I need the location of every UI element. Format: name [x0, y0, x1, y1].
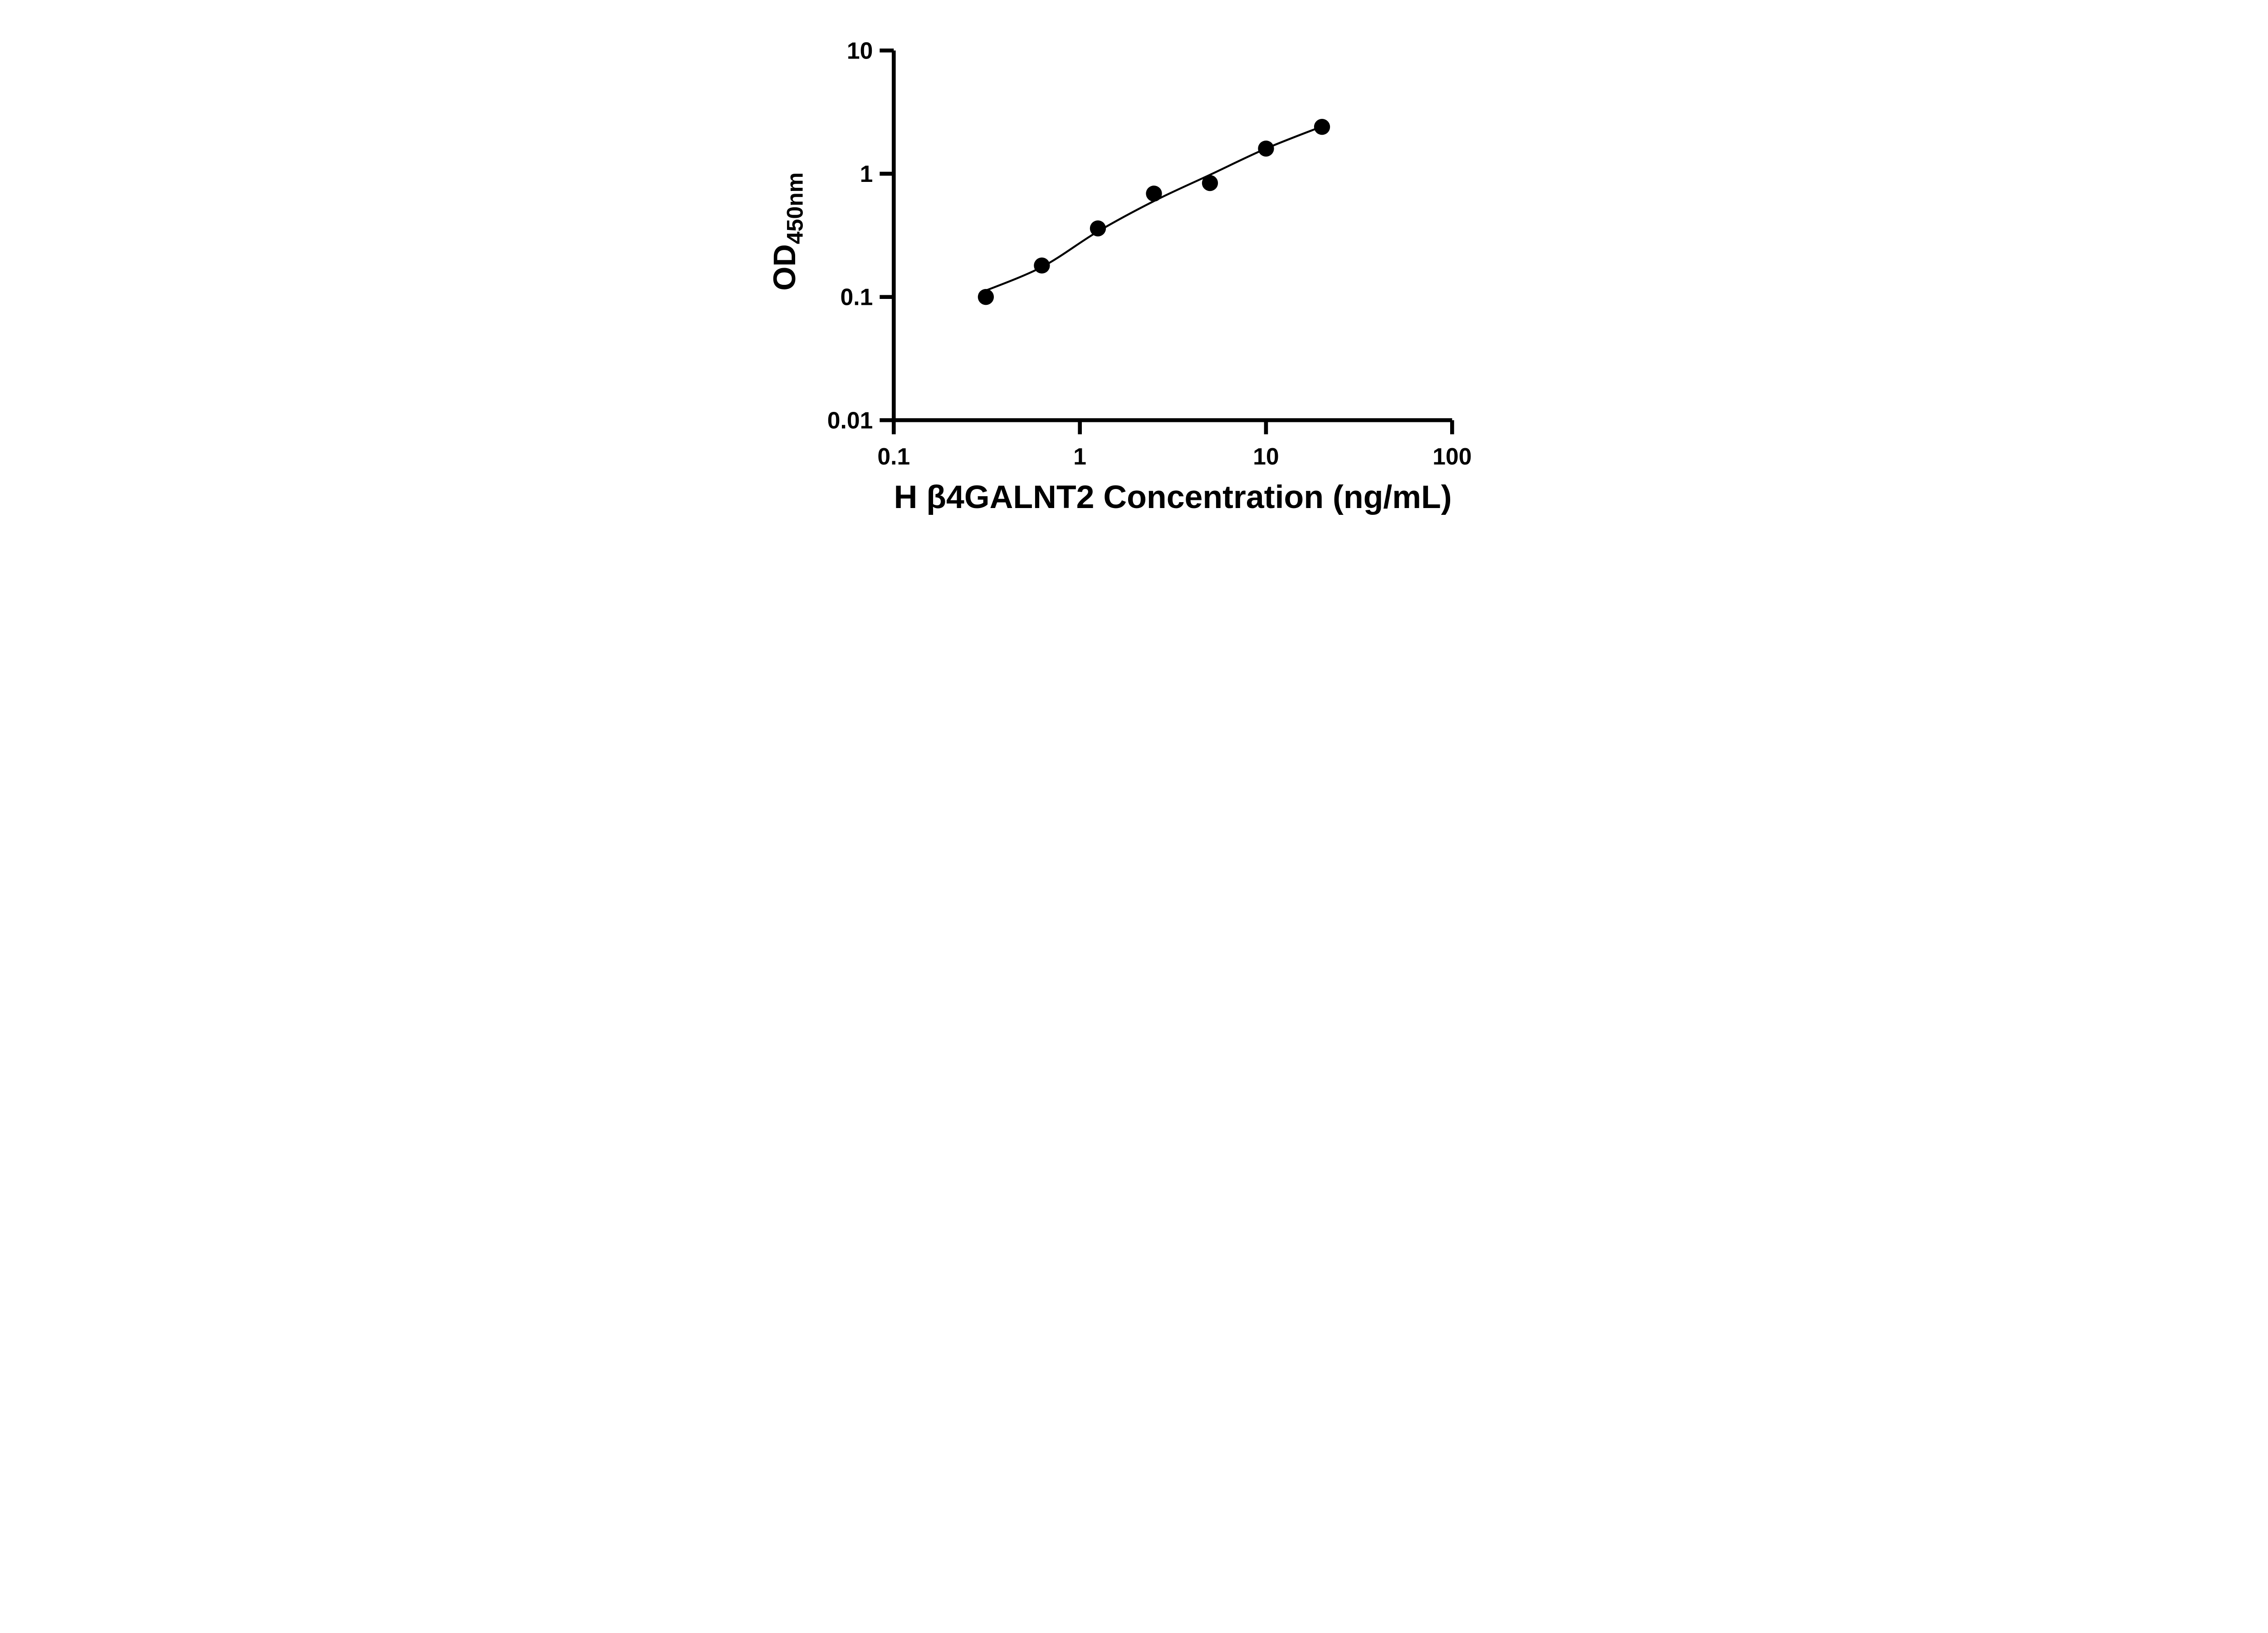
- x-tick-label: 1: [1073, 443, 1086, 469]
- elisa-standard-curve-figure: 0.01 0.1 1 10 0.1 1 10 100 H β4GALNT2 Concentra…: [745, 0, 1523, 544]
- y-tick-label: 10: [847, 37, 873, 64]
- data-point-layer: [978, 119, 1330, 305]
- tick-marks: [880, 49, 1454, 435]
- x-tick-label: 100: [1432, 443, 1471, 469]
- axis-frame: [892, 50, 1452, 422]
- data-point: [978, 289, 994, 305]
- y-axis-title-main: OD: [767, 244, 802, 291]
- y-axis-title-subscript: 450nm: [782, 172, 808, 244]
- x-tick-label: 0.1: [877, 443, 910, 469]
- y-tick-label: 0.1: [841, 284, 873, 310]
- x-tick-label: 10: [1253, 443, 1279, 469]
- data-point: [1146, 186, 1162, 202]
- y-tick-label: 0.01: [827, 407, 873, 433]
- y-axis-title: OD450nm: [767, 172, 808, 291]
- data-point: [1258, 140, 1274, 157]
- x-axis-title: H β4GALNT2 Concentration (ng/mL): [894, 479, 1452, 515]
- data-point: [1314, 119, 1330, 135]
- data-point: [1090, 220, 1106, 237]
- data-point: [1202, 175, 1218, 191]
- y-tick-label: 1: [860, 161, 873, 187]
- data-point: [1034, 257, 1050, 274]
